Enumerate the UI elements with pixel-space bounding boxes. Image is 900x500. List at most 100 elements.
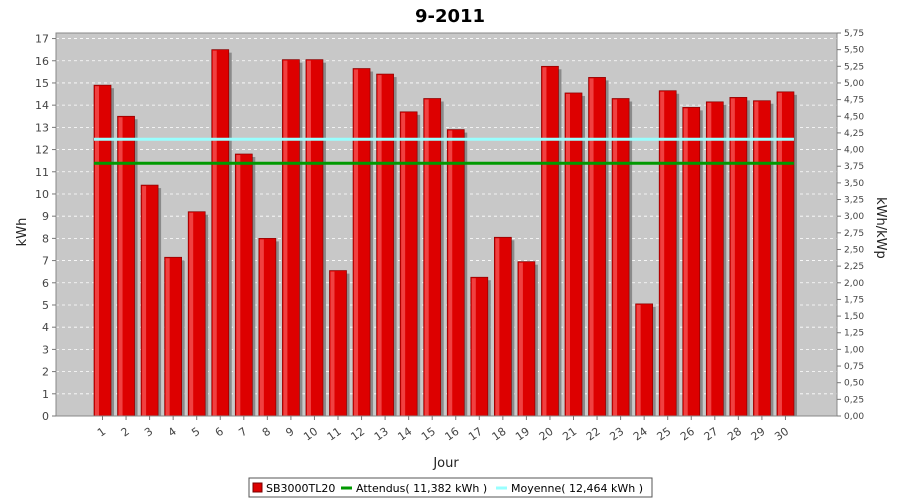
x-tick-label: 9 (283, 425, 296, 440)
bar-highlight (683, 108, 688, 417)
y-axis-label: kWh (15, 218, 30, 247)
bar-highlight (613, 99, 618, 417)
y-right-tick-label: 5,25 (844, 62, 864, 72)
bar-highlight (471, 278, 476, 416)
axes (55, 32, 838, 417)
x-tick-label: 8 (260, 425, 273, 440)
y-right-tick-label: 4,75 (844, 96, 864, 106)
y-tick-label: 15 (35, 77, 49, 90)
x-tick-label: 24 (631, 425, 650, 444)
y-right-tick-label: 5,00 (844, 79, 864, 89)
y-tick-label: 9 (42, 210, 49, 223)
bar-highlight (401, 112, 406, 417)
y-right-tick-label: 4,25 (844, 129, 864, 139)
bar-highlight (95, 86, 99, 416)
y-tick-label: 17 (35, 33, 49, 46)
x-axis-label: Jour (432, 456, 459, 471)
x-tick-label: 4 (166, 425, 179, 440)
x-tick-label: 11 (325, 425, 344, 444)
x-tick-label: 3 (142, 425, 155, 440)
y-tick-label: 6 (42, 277, 49, 290)
bar-highlight (589, 78, 594, 417)
bar-highlight (212, 50, 217, 417)
y-right-tick-label: 1,00 (844, 345, 864, 355)
bar-highlight (518, 262, 523, 416)
y-right-tick-label: 0,00 (844, 412, 864, 422)
y-tick-label: 7 (42, 255, 49, 268)
plot-border (55, 32, 838, 417)
y-tick-label: 14 (35, 99, 49, 112)
bar-highlight (377, 75, 382, 416)
x-tick-label: 15 (419, 425, 438, 444)
bar-highlight (730, 98, 735, 417)
bar-highlight (142, 186, 147, 416)
legend-box (248, 477, 653, 498)
x-tick-label: 28 (725, 425, 744, 444)
x-tick-label: 12 (348, 425, 367, 444)
y-tick-label: 8 (42, 232, 49, 245)
bar-highlight (660, 91, 665, 416)
x-tick-label: 16 (443, 425, 462, 444)
y-right-tick-label: 3,25 (844, 196, 864, 206)
reference-lines (94, 137, 794, 165)
bar-highlight (189, 212, 194, 416)
y-right-tick-label: 4,50 (844, 112, 864, 122)
chart-title: 9-2011 (415, 6, 485, 27)
x-tick-label: 27 (702, 425, 721, 444)
x-tick-label: 10 (301, 425, 320, 444)
bar-highlight (306, 60, 311, 416)
x-tick-label: 22 (584, 425, 603, 444)
bar-highlight (542, 67, 547, 416)
x-tick-label: 26 (678, 425, 697, 444)
bar-highlight (777, 92, 782, 417)
x-tick-label: 14 (395, 425, 414, 444)
y-tick-label: 3 (42, 343, 49, 356)
x-tick-label: 7 (236, 425, 249, 440)
y-right-tick-label: 1,50 (844, 312, 864, 322)
x-tick-label: 25 (654, 425, 673, 444)
x-tick-label: 23 (607, 425, 626, 444)
legend-item-moyenne: Moyenne( 12,464 kWh ) (511, 482, 643, 495)
y-right-tick-label: 5,50 (844, 46, 864, 56)
y-axis-right-label: kWh/kWp (873, 197, 888, 259)
y-right-tick-label: 0,75 (844, 362, 864, 372)
bar-highlight (424, 99, 429, 417)
y-tick-label: 5 (42, 299, 49, 312)
x-tick-label: 29 (749, 425, 768, 444)
y-right-tick-label: 2,00 (844, 279, 864, 289)
y-tick-label: 10 (35, 188, 49, 201)
bar-highlight (330, 271, 335, 416)
y-right-tick-label: 0,50 (844, 379, 864, 389)
bar-highlight (566, 93, 570, 417)
legend-item-sb3000tl20: SB3000TL20 (266, 482, 335, 495)
x-tick-label: 13 (372, 425, 391, 444)
y-tick-label: 11 (35, 166, 49, 179)
bar-highlight (495, 238, 500, 416)
bar-highlight (118, 117, 123, 417)
y-right-tick-label: 2,75 (844, 229, 864, 239)
y-right-tick-label: 3,75 (844, 162, 864, 172)
y-axis-right-ticks: 0,00 0,25 0,50 0,75 1,00 1,25 1,50 1,75 2,00 2,25… (837, 29, 864, 422)
x-tick-label: 2 (119, 425, 132, 440)
y-tick-label: 4 (42, 321, 49, 334)
bar-highlight (707, 102, 712, 417)
y-right-tick-label: 1,25 (844, 329, 864, 339)
legend-swatch-sb3000tl20 (252, 482, 263, 493)
bar-highlight (283, 60, 288, 416)
y-right-tick-label: 3,00 (844, 212, 864, 222)
bar-highlight (259, 239, 264, 416)
y-tick-label: 0 (42, 410, 49, 423)
bar-highlight (754, 101, 759, 416)
x-axis-ticks: 1 2 3 4 5 6 7 8 9 10 11 12 13 14 15 16 17 18 19 20 21 22 23 24 2… (95, 416, 791, 443)
y-tick-label: 2 (42, 366, 49, 379)
bar-highlight (354, 69, 359, 417)
x-tick-label: 6 (213, 425, 226, 440)
y-right-tick-label: 1,75 (844, 295, 864, 305)
y-tick-label: 13 (35, 121, 49, 134)
legend: SB3000TL20 Attendus( 11,382 kWh ) Moyenn… (248, 477, 653, 498)
bar-highlight (448, 130, 453, 416)
x-tick-label: 20 (537, 425, 556, 444)
y-right-tick-label: 2,25 (844, 262, 864, 272)
bars (93, 49, 797, 417)
